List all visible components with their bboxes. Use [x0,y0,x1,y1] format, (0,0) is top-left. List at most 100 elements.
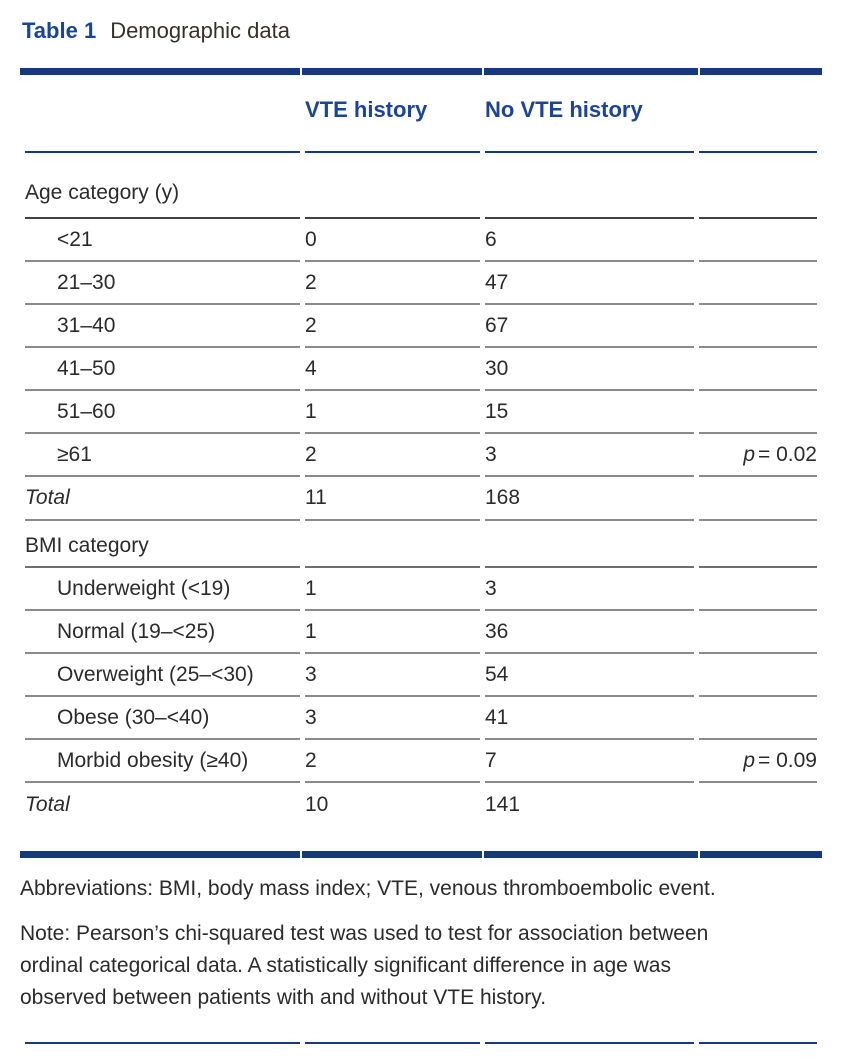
row-label: ≥61 [25,434,300,477]
p-value-cell [699,262,817,305]
row-label: BMI category [25,521,300,568]
vte-history-cell: 4 [305,348,480,391]
note-line: ordinal categorical data. A statisticall… [20,954,671,977]
table-row: Underweight (<19) 1 3 [25,568,817,611]
rule-segment [700,68,822,75]
no-vte-history-cell [485,153,694,219]
row-label: Morbid obesity (≥40) [25,740,300,783]
no-vte-history-cell: 168 [485,477,694,521]
p-value-cell [699,219,817,262]
table-caption: Table 1 Demographic data [0,0,849,44]
row-label: Total [25,793,70,816]
p-value-cell [699,521,817,568]
statistical-note: Note: Pearson’s chi-squared test was use… [20,918,829,1014]
rule-segment [25,1042,300,1044]
row-label: Age category (y) [25,153,300,219]
table-header-row: VTE history No VTE history [25,75,817,153]
vte-history-cell: 10 [305,793,329,816]
table-row: 51–60 1 15 [25,391,817,434]
no-vte-history-cell: 15 [485,391,694,434]
table-row: 31–40 2 67 [25,305,817,348]
note-line: Note: Pearson’s chi-squared test was use… [20,922,709,945]
no-vte-history-cell: 7 [485,740,694,783]
rule-segment [302,68,482,75]
row-label: Overweight (25–<30) [25,654,300,697]
p-value: = 0.09 [758,748,817,772]
vte-history-cell: 2 [305,262,480,305]
row-label: 51–60 [25,391,300,434]
row-label: 31–40 [25,305,300,348]
p-value-cell [699,477,817,521]
vte-history-cell: 1 [305,568,480,611]
p-value-cell [699,153,817,219]
row-label: <21 [25,219,300,262]
row-label: Total [25,477,300,521]
no-vte-history-cell [485,521,694,568]
table-title: Demographic data [110,18,290,43]
vte-history-cell [305,153,480,219]
no-vte-history-cell: 30 [485,348,694,391]
no-vte-history-cell: 3 [485,568,694,611]
header-vte-history: VTE history [305,75,480,153]
table-row: 21–30 2 47 [25,262,817,305]
no-vte-history-cell: 6 [485,219,694,262]
no-vte-history-cell: 47 [485,262,694,305]
table-row-total: Total 10 141 [25,783,817,827]
vte-history-cell: 2 [305,305,480,348]
table-row: Obese (30–<40) 3 41 [25,697,817,740]
header-no-vte-history: No VTE history [485,75,694,153]
rule-segment [484,68,698,75]
row-label: Underweight (<19) [25,568,300,611]
vte-history-cell: 0 [305,219,480,262]
p-value-cell [699,568,817,611]
p-symbol: p [743,748,756,772]
header-empty-cell [699,75,817,153]
no-vte-history-cell: 141 [485,793,521,816]
table-row-total: Total 11 168 [25,477,817,521]
table-row: 41–50 4 30 [25,348,817,391]
table-row: ≥61 2 3 p = 0.02 [25,434,817,477]
p-value-cell: p = 0.09 [699,740,817,783]
no-vte-history-cell: 67 [485,305,694,348]
table-row: Morbid obesity (≥40) 2 7 p = 0.09 [25,740,817,783]
row-label: 41–50 [25,348,300,391]
vte-history-cell: 2 [305,740,480,783]
header-empty-cell [25,75,300,153]
p-value-cell [699,783,817,827]
vte-history-cell: 1 [305,611,480,654]
closing-rule [20,1042,822,1044]
vte-history-cell [305,521,480,568]
rule-segment [700,851,822,858]
vte-history-cell: 3 [305,654,480,697]
vte-history-cell: 2 [305,434,480,477]
rule-segment [302,851,482,858]
table-row: Normal (19–<25) 1 36 [25,611,817,654]
rule-segment [484,851,698,858]
table-footnotes: Abbreviations: BMI, body mass index; VTE… [20,874,829,1014]
table-number: Table 1 [22,18,97,43]
rule-segment [485,1042,694,1044]
row-label: Obese (30–<40) [25,697,300,740]
table-row: <21 0 6 [25,219,817,262]
top-rule [20,68,822,75]
rule-segment [20,851,300,858]
rule-segment [699,1042,817,1044]
no-vte-history-cell: 36 [485,611,694,654]
rule-segment [20,68,300,75]
vte-history-cell: 11 [305,477,480,521]
abbreviations-note: Abbreviations: BMI, body mass index; VTE… [20,877,716,900]
p-value-cell [699,305,817,348]
no-vte-history-cell: 3 [485,434,694,477]
p-value-cell [699,697,817,740]
row-label: 21–30 [25,262,300,305]
p-value: = 0.02 [758,442,817,466]
bottom-rule [20,851,822,858]
p-value-cell [699,611,817,654]
p-value-cell [699,348,817,391]
demographic-table: VTE history No VTE history Age category … [20,75,822,827]
vte-history-cell: 3 [305,697,480,740]
no-vte-history-cell: 54 [485,654,694,697]
p-value-cell [699,391,817,434]
table-row-category: BMI category [25,521,817,568]
